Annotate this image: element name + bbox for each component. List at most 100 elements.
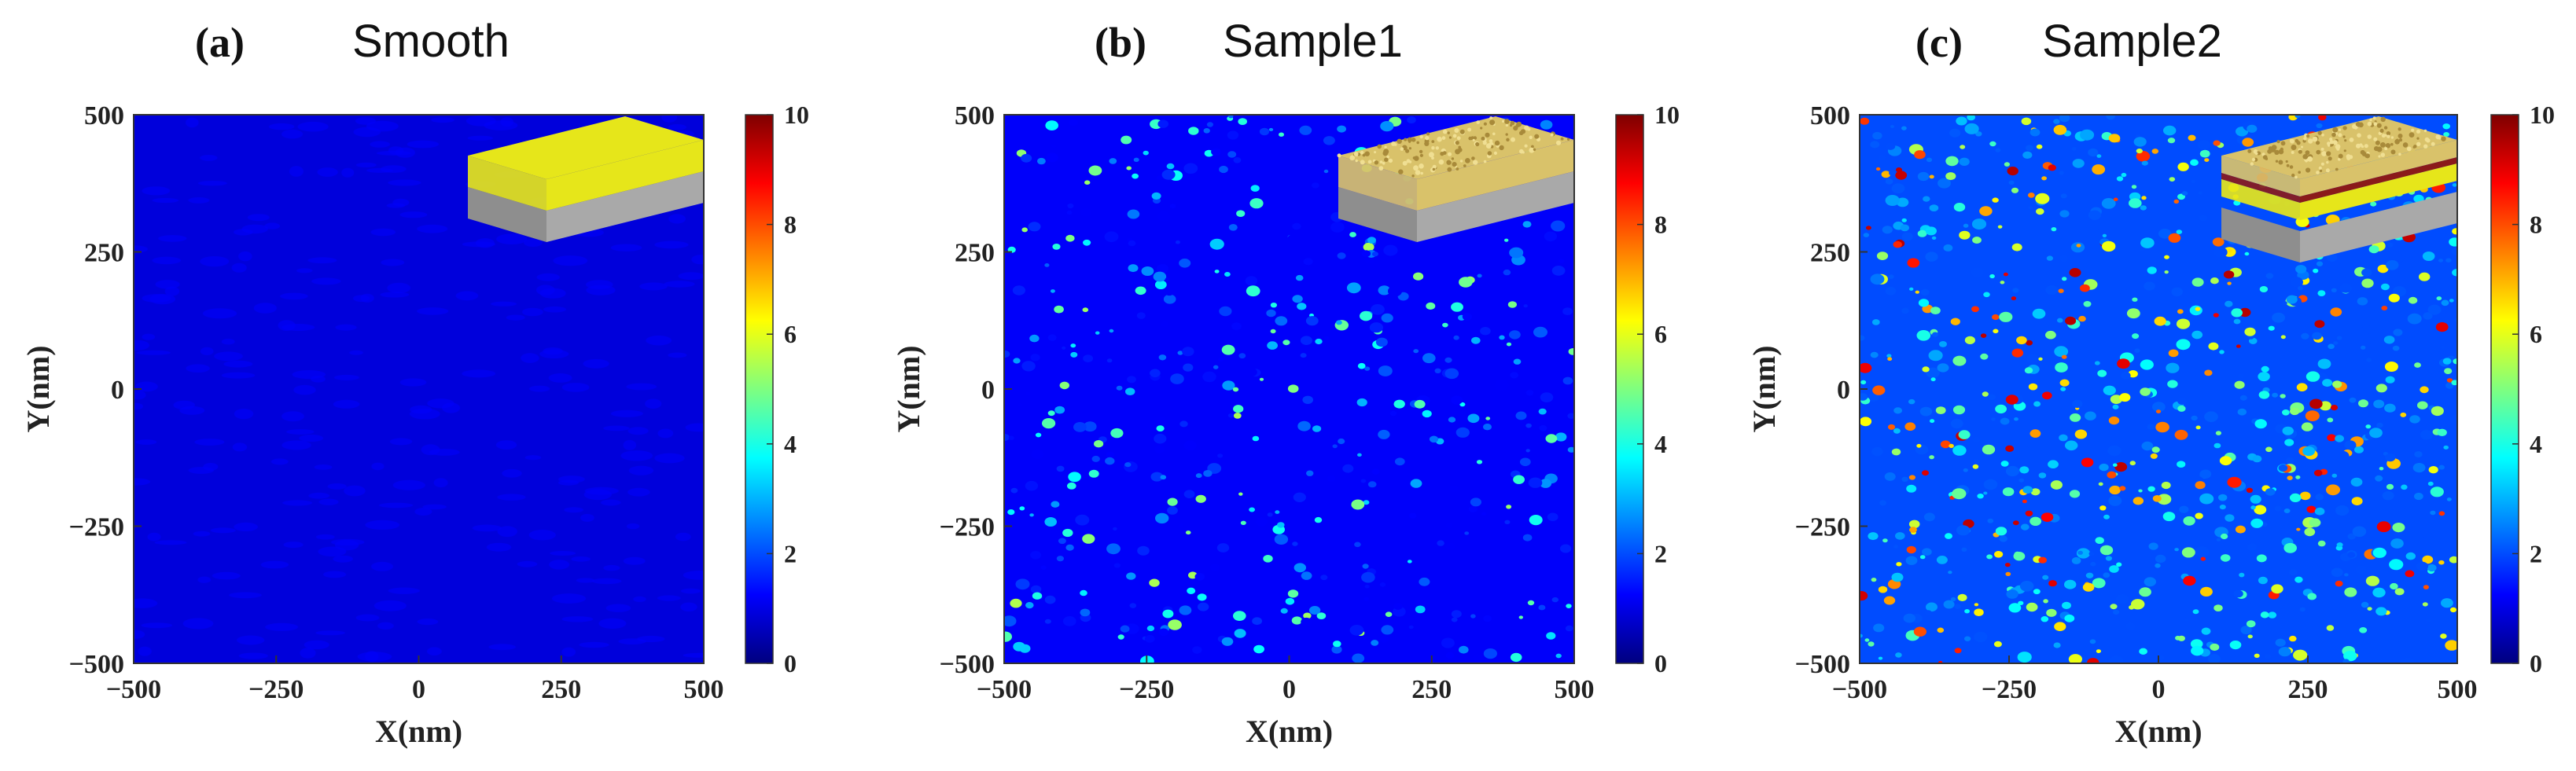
hotspot	[1545, 434, 1558, 443]
texture-grain	[2250, 162, 2254, 166]
hotspot	[1932, 332, 1939, 337]
hotspot	[1095, 331, 1100, 335]
texture-mark	[491, 301, 517, 307]
hotspot	[2036, 208, 2044, 215]
hotspot	[1513, 358, 1522, 365]
hotspot	[1363, 597, 1370, 601]
hotspot	[1167, 497, 1178, 506]
hotspot	[2361, 345, 2366, 350]
hotspot	[1287, 384, 1299, 393]
texture-mark	[386, 203, 406, 208]
hotspot	[2003, 272, 2008, 277]
texture-grain	[2302, 154, 2309, 160]
texture-grain	[2402, 142, 2409, 148]
hotspot	[2316, 123, 2323, 129]
hotspot	[1519, 457, 1531, 467]
hotspot	[1198, 602, 1209, 611]
hotspot	[2204, 369, 2213, 376]
hotspot	[2121, 172, 2127, 178]
hotspot	[1567, 413, 1574, 419]
layer-front-face	[1338, 156, 1417, 211]
hotspot	[1369, 322, 1383, 333]
texture-grain	[2306, 134, 2310, 138]
hotspot	[2405, 552, 2416, 560]
hotspot	[2144, 273, 2148, 277]
hotspot	[1950, 318, 1960, 325]
hotspot	[2198, 191, 2202, 195]
texture-grain	[1467, 127, 1472, 132]
hotspot	[1462, 313, 1472, 321]
hotspot	[2050, 480, 2063, 490]
texture-mark	[522, 307, 543, 317]
hotspot	[1157, 119, 1168, 128]
hotspot	[1917, 171, 1930, 182]
hotspot	[1983, 479, 1998, 490]
hotspot	[2072, 159, 2085, 168]
hotspot	[1459, 455, 1466, 461]
hotspot	[1560, 544, 1572, 553]
texture-mark	[315, 534, 335, 540]
hotspot	[1935, 406, 1946, 414]
hotspot	[2033, 401, 2041, 407]
hotspot	[2423, 312, 2433, 320]
hotspot	[1125, 623, 1139, 634]
hotspot	[2140, 205, 2147, 211]
hotspot	[1185, 531, 1191, 535]
hotspot	[2385, 376, 2395, 384]
hotspot	[1233, 157, 1242, 163]
hotspot	[2192, 609, 2199, 615]
hotspot	[1436, 602, 1441, 606]
hotspot	[2060, 387, 2066, 391]
hotspot	[1903, 613, 1915, 623]
hotspot	[2099, 505, 2107, 511]
hotspot	[2131, 185, 2137, 189]
layer-side-face	[546, 140, 704, 211]
hotspot	[2289, 569, 2298, 576]
substrate-front-face	[1338, 187, 1417, 242]
y-axis-label: Y(nm)	[891, 345, 926, 432]
hotspot	[1361, 250, 1371, 257]
hotspot	[2393, 329, 2403, 336]
texture-grain	[2416, 129, 2421, 134]
texture-grain	[1510, 120, 1515, 126]
texture-mark	[506, 314, 525, 321]
hotspot	[1378, 285, 1391, 296]
texture-mark	[680, 602, 697, 612]
hotspot	[2121, 372, 2131, 380]
hotspot	[2372, 260, 2380, 266]
texture-mark	[179, 406, 205, 415]
hotspot	[1082, 534, 1095, 544]
texture-mark	[668, 214, 686, 224]
hotspot	[2268, 325, 2275, 331]
hotspot	[1297, 420, 1311, 431]
hotspot	[1972, 237, 1982, 244]
hotspot	[1083, 354, 1093, 362]
hotspot	[2090, 561, 2096, 567]
texture-mark	[238, 652, 268, 659]
hotspot	[2125, 622, 2136, 630]
hotspot	[1509, 247, 1524, 259]
hotspot	[2375, 384, 2387, 393]
hotspot	[1445, 523, 1453, 529]
hotspot	[2035, 193, 2050, 204]
x-tick-label: −500	[1832, 675, 1887, 704]
hotspot	[2099, 545, 2114, 556]
hotspot	[1361, 571, 1375, 583]
texture-grain	[2257, 151, 2261, 156]
hotspot	[1417, 253, 1426, 260]
hotspot	[1513, 475, 1525, 484]
hotspot	[2169, 177, 2176, 182]
hotspot	[2022, 486, 2033, 494]
hotspot	[2268, 611, 2277, 619]
hotspot	[1231, 322, 1242, 330]
texture-mark	[472, 524, 502, 532]
hotspot	[1004, 631, 1012, 642]
texture-mark	[591, 578, 622, 585]
texture-mark	[299, 434, 324, 442]
hotspot	[2225, 514, 2235, 522]
hotspot	[1324, 336, 1330, 340]
hotspot	[1459, 645, 1469, 654]
hotspot	[2030, 488, 2041, 496]
layer-front-face	[2221, 179, 2300, 220]
texture-grain	[1388, 158, 1393, 163]
